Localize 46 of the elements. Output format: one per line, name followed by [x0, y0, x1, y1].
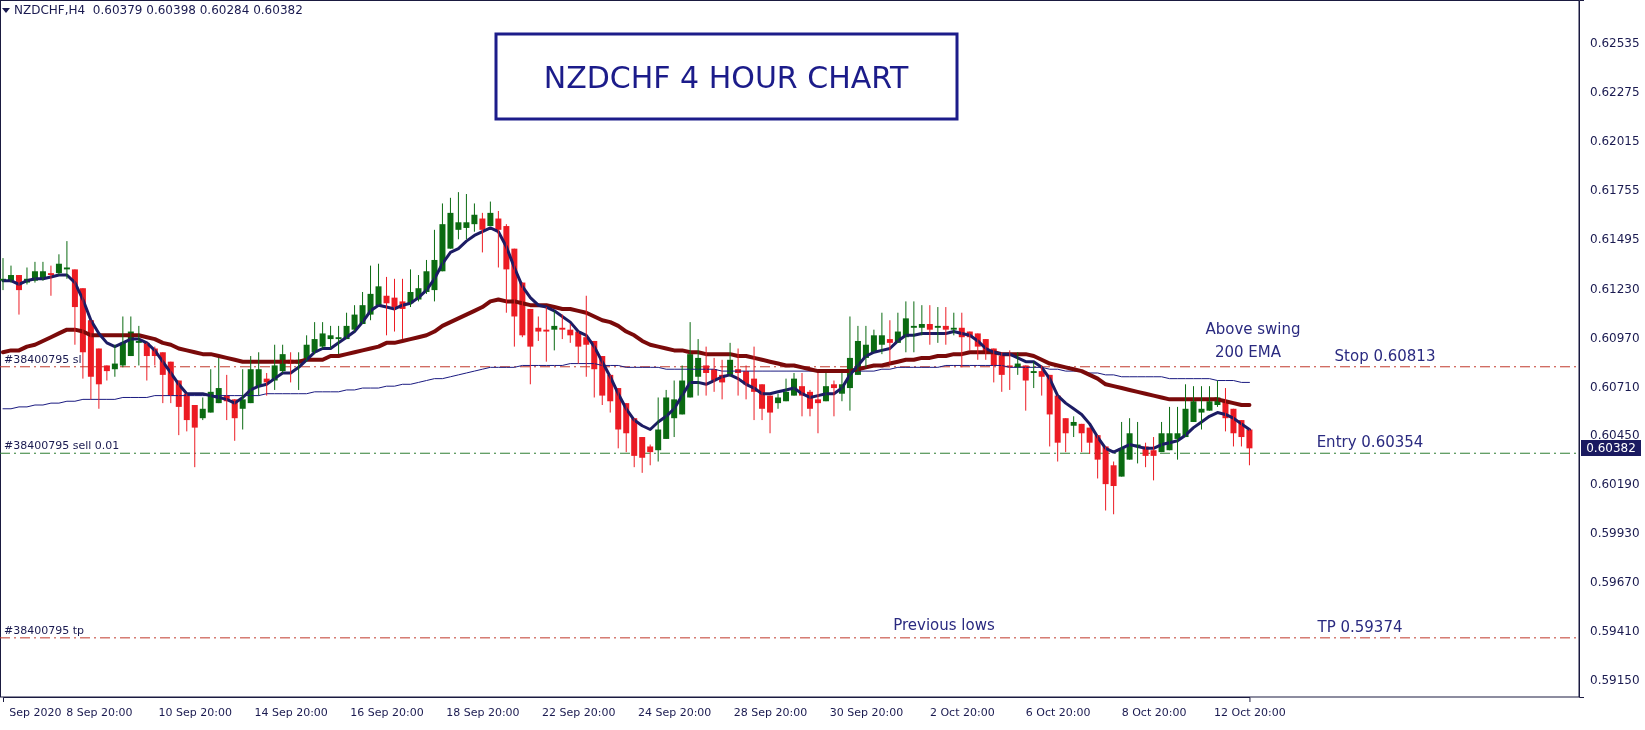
y-tick-label: 0.60710 — [1590, 379, 1640, 394]
x-tick-label: 8 Oct 20:00 — [1121, 705, 1187, 719]
x-tick-label: 14 Sep 20:00 — [254, 705, 328, 719]
x-tick-label: Sep 2020 — [9, 705, 62, 719]
y-tick-label: 0.60970 — [1590, 330, 1640, 345]
x-tick-label: 8 Sep 20:00 — [66, 705, 133, 719]
x-tick-label: 30 Sep 20:00 — [829, 705, 904, 719]
annotation: Stop 0.60813 — [1334, 346, 1436, 365]
y-tick-label: 0.59670 — [1590, 575, 1640, 590]
y-tick-label: 0.62535 — [1590, 35, 1640, 50]
y-tick-label: 0.60450 — [1590, 428, 1640, 443]
y-tick-label: 0.62015 — [1590, 133, 1640, 148]
y-tick-label: 0.59150 — [1590, 673, 1640, 688]
x-tick-label: 10 Sep 20:00 — [158, 705, 232, 719]
candlestick — [934, 306, 941, 344]
y-tick-label: 0.59930 — [1590, 526, 1640, 541]
x-tick-label: 2 Oct 20:00 — [929, 705, 995, 719]
y-tick-label: 0.61755 — [1590, 182, 1640, 197]
text: 0.60382 — [1586, 441, 1636, 456]
annotation: Above swing — [1205, 320, 1301, 338]
x-tick-label: 6 Oct 20:00 — [1025, 705, 1091, 719]
y-tick-label: 0.61230 — [1590, 281, 1640, 296]
chart-subtitle: NZDCHF,H4 0.60379 0.60398 0.60284 0.60382 — [14, 3, 303, 17]
ref-line-label: #38400795 sl — [4, 352, 82, 366]
candlestick — [543, 306, 550, 363]
y-tick-label: 0.59410 — [1590, 624, 1640, 639]
ref-line-label: #38400795 sell 0.01 — [4, 439, 120, 453]
x-tick-label: 22 Sep 20:00 — [542, 705, 616, 719]
candlestick — [950, 312, 957, 336]
annotation: Entry 0.60354 — [1316, 433, 1424, 452]
x-tick-label: 28 Sep 20:00 — [733, 705, 808, 719]
ref-line-label: #38400795 tp — [4, 623, 85, 637]
y-tick-label: 0.62275 — [1590, 84, 1640, 99]
annotation: Previous lows — [893, 616, 995, 634]
candlestick — [1030, 361, 1037, 389]
x-tick-label: 24 Sep 20:00 — [637, 705, 712, 719]
candlestick — [559, 314, 566, 340]
x-tick-label: 18 Sep 20:00 — [446, 705, 520, 719]
annotation: 200 EMA — [1214, 343, 1282, 361]
candlestick — [335, 325, 342, 355]
y-tick-label: 0.61495 — [1590, 231, 1640, 246]
y-tick-label: 0.60190 — [1590, 477, 1640, 492]
annotation: TP 0.59374 — [1316, 617, 1403, 636]
text: NZDCHF 4 HOUR CHART — [543, 59, 909, 95]
x-tick-label: 12 Oct 20:00 — [1214, 705, 1286, 719]
x-tick-label: 16 Sep 20:00 — [350, 705, 424, 719]
